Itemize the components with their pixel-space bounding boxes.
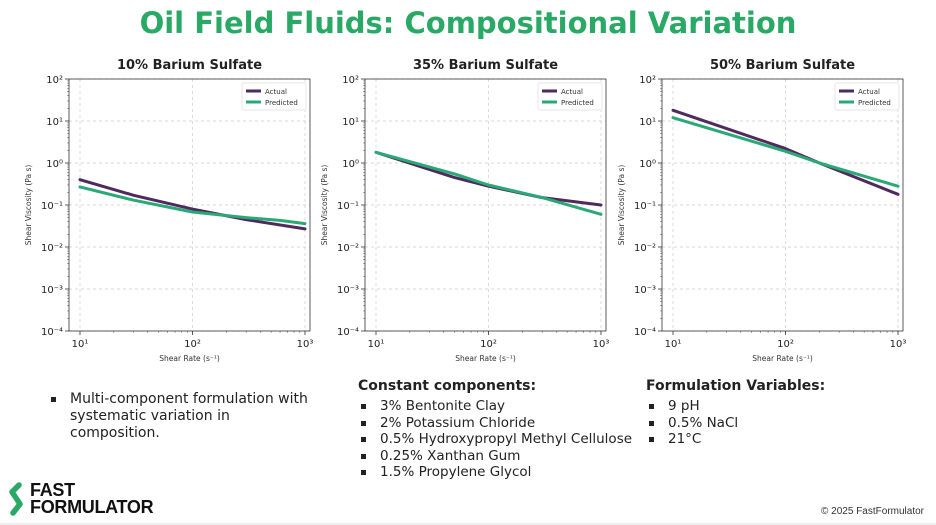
x-axis-label: Shear Rate (s⁻¹) [752,354,813,363]
logo-line1: FAST [30,480,75,500]
constant-item: 2% Potassium Chloride [358,415,632,432]
chart-title: 50% Barium Sulfate [710,58,855,73]
constant-item: 1.5% Propylene Glycol [358,464,632,481]
x-tick-label: 10¹ [665,339,682,350]
series-line-predicted [671,116,900,188]
logo-text: FAST FORMULATOR [30,480,154,517]
plot-frame [364,78,607,332]
x-tick-label: 10² [777,339,794,350]
formulation-variables-section: Formulation Variables: 9 pH 0.5% NaCl 21… [646,378,825,448]
y-tick-label: 10¹ [639,117,656,128]
y-tick-label: 10⁻³ [337,285,359,296]
y-axis-label: Shear Viscosity (Pa s) [617,165,626,246]
plot-frame [661,78,904,332]
legend: Actual Predicted [834,82,900,111]
legend-label: Actual [858,88,880,96]
constant-item: 3% Bentonite Clay [358,398,632,415]
y-tick-label: 10⁻⁴ [41,327,63,338]
chart-title: 35% Barium Sulfate [413,58,558,73]
plot-frame [68,78,311,332]
footer-divider [0,523,936,525]
y-tick-label: 10⁻² [337,243,359,254]
chart-svg: 50% Barium Sulfate 10⁻⁴ 10⁻³ 10⁻² 10⁻¹ 10⁰ 10¹… [617,58,907,363]
chart-35-percent: 35% Barium Sulfate 10⁻⁴ 10⁻³ 10⁻² 10⁻¹ 10⁰ 10¹… [316,50,616,370]
y-tick-label: 10⁰ [342,159,359,170]
chart-svg: 35% Barium Sulfate 10⁻⁴ 10⁻³ 10⁻² 10⁻¹ 10⁰ 10¹… [320,58,610,363]
chart-svg: 10% Barium Sulfate 10⁻⁴ 10⁻³ 10⁻² 10⁻¹ 10⁰ 10¹… [24,58,314,363]
x-tick-label: 10³ [297,339,314,350]
summary-section: Multi-component formulation with systema… [48,391,318,442]
y-tick-label: 10⁻² [41,243,63,254]
x-tick-label: 10¹ [72,339,89,350]
copyright: © 2025 FastFormulator [821,506,924,517]
variable-item: 0.5% NaCl [646,415,825,432]
constant-item: 0.5% Hydroxypropyl Methyl Cellulose [358,431,632,448]
legend-label: Predicted [265,99,298,107]
x-tick-label: 10² [480,339,497,350]
y-tick-label: 10⁻³ [634,285,656,296]
y-axis-label: Shear Viscosity (Pa s) [320,165,329,246]
y-tick-label: 10² [639,75,656,86]
chart-10-percent: 10% Barium Sulfate 10⁻⁴ 10⁻³ 10⁻² 10⁻¹ 10⁰ 10¹… [20,50,320,370]
legend: Actual Predicted [241,82,307,111]
legend-label: Actual [265,88,287,96]
y-tick-label: 10¹ [46,117,63,128]
series-line-predicted [78,185,307,226]
series-line-actual [78,178,307,231]
variable-item: 9 pH [646,398,825,415]
x-axis-label: Shear Rate (s⁻¹) [159,354,220,363]
y-tick-label: 10⁻¹ [41,201,63,212]
logo-line2: FORMULATOR [30,497,154,517]
logo-s-icon [9,482,23,516]
y-tick-label: 10⁻⁴ [337,327,359,338]
legend: Actual Predicted [537,82,603,111]
y-tick-label: 10⁻⁴ [634,327,656,338]
constant-item: 0.25% Xanthan Gum [358,448,632,465]
constant-components-heading: Constant components: [358,378,537,394]
y-tick-label: 10⁰ [46,159,63,170]
y-tick-label: 10⁻¹ [634,201,656,212]
y-axis-label: Shear Viscosity (Pa s) [24,165,33,246]
y-tick-label: 10² [46,75,63,86]
page-title: Oil Field Fluids: Compositional Variatio… [139,6,797,40]
fast-formulator-logo: FAST FORMULATOR [8,480,154,517]
x-axis-label: Shear Rate (s⁻¹) [455,354,516,363]
formulation-variables-heading: Formulation Variables: [646,378,826,394]
legend-label: Predicted [561,99,594,107]
constant-components-section: Constant components: 3% Bentonite Clay 2… [358,378,632,481]
y-tick-label: 10⁻² [634,243,656,254]
y-tick-label: 10⁻¹ [337,201,359,212]
y-tick-label: 10² [342,75,359,86]
x-tick-label: 10³ [593,339,610,350]
variable-item: 21°C [646,431,825,448]
chart-title: 10% Barium Sulfate [117,58,262,73]
x-tick-label: 10¹ [368,339,385,350]
chart-50-percent: 50% Barium Sulfate 10⁻⁴ 10⁻³ 10⁻² 10⁻¹ 10⁰ 10¹… [613,50,913,370]
x-tick-label: 10² [184,339,201,350]
summary-item: Multi-component formulation with systema… [48,391,318,442]
legend-label: Predicted [858,99,891,107]
y-tick-label: 10⁻³ [41,285,63,296]
y-tick-label: 10⁰ [639,159,656,170]
x-tick-label: 10³ [890,339,907,350]
y-tick-label: 10¹ [342,117,359,128]
legend-label: Actual [561,88,583,96]
series-line-predicted [374,150,603,216]
